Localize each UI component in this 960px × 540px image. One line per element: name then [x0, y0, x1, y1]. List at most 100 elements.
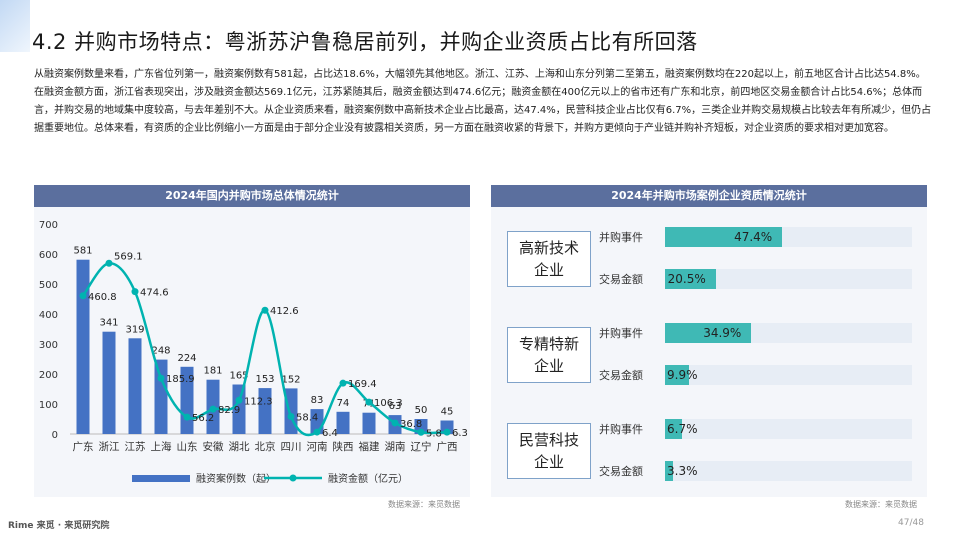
bar — [154, 359, 168, 434]
line-value-label: 474.6 — [140, 288, 169, 299]
line-point — [105, 259, 113, 267]
x-tick-label: 广东 — [73, 440, 94, 453]
bar-fill — [665, 419, 682, 439]
x-tick-label: 辽宁 — [411, 440, 432, 453]
bar-track — [665, 365, 912, 385]
bar-value-label: 47.4% — [734, 230, 773, 244]
line-point — [339, 379, 347, 387]
bar-value-label: 6.7% — [667, 422, 698, 436]
bar — [102, 331, 116, 434]
combo-chart: 0 100 200 300 400 500 600 700 581 广东 341 浙江 319 江苏 248… — [39, 220, 468, 485]
bar-fill — [665, 365, 690, 385]
x-tick-label: 安徽 — [203, 440, 224, 453]
y-tick-label: 100 — [39, 400, 58, 411]
y-tick-label: 600 — [39, 250, 58, 261]
left-panel-title: 2024年国内并购市场总体情况统计 — [34, 185, 470, 207]
line-value-label: 82.9 — [218, 405, 240, 416]
bar-value-label: 3.3% — [667, 464, 698, 478]
row-label: 并购事件 — [599, 327, 643, 340]
bar-fill — [665, 461, 674, 481]
line-value-label: 6.3 — [452, 428, 468, 439]
legend-bar-swatch — [132, 475, 190, 482]
line-point — [417, 428, 425, 436]
y-tick-label: 700 — [39, 220, 58, 231]
bar-value-label: 34.9% — [703, 326, 742, 340]
right-source: 数据来源：来觅数据 — [845, 500, 917, 509]
left-source: 数据来源：来觅数据 — [388, 500, 460, 509]
bar-value-label: 248 — [151, 346, 170, 357]
footer-brand: Rime 来觅 · 来觅研究院 — [8, 521, 110, 531]
bar — [232, 384, 246, 434]
line-point — [157, 374, 165, 382]
bar-value-label: 341 — [99, 318, 118, 329]
line-value-label: 56.2 — [192, 413, 214, 424]
bar-value-label: 165 — [229, 371, 248, 382]
bar-value-label: 581 — [73, 246, 92, 257]
row-label: 并购事件 — [599, 423, 643, 436]
x-tick-label: 山东 — [177, 440, 198, 453]
bar — [362, 412, 376, 434]
line-value-label: 5.8 — [426, 428, 442, 439]
row-label: 并购事件 — [599, 231, 643, 244]
page-title: 4.2 并购市场特点：粤浙苏沪鲁稳居前列，并购企业资质占比有所回落 — [32, 30, 698, 54]
bar-value-label: 153 — [255, 374, 274, 385]
bar-track — [665, 461, 912, 481]
bar — [440, 420, 454, 434]
x-tick-label: 四川 — [281, 441, 302, 453]
line-value-label: 569.1 — [114, 251, 143, 262]
y-tick-label: 200 — [39, 370, 58, 381]
line-point — [443, 428, 451, 436]
bar-value-label: 83 — [311, 395, 324, 406]
corner-decoration — [0, 0, 30, 52]
bar-fill — [665, 227, 783, 247]
line-value-label: 58.4 — [296, 412, 318, 423]
bar-value-label: 152 — [281, 374, 300, 385]
bar-value-label: 9.9% — [667, 368, 698, 382]
bar — [414, 419, 428, 434]
line-value-label: 169.4 — [348, 379, 377, 390]
legend-bar-label: 融资案例数（起） — [196, 472, 276, 485]
line-value-label: 36.8 — [400, 419, 422, 430]
line-point — [365, 398, 373, 406]
y-tick-label: 0 — [52, 430, 58, 441]
bar — [258, 388, 272, 434]
bar-value-label: 319 — [125, 324, 144, 335]
x-tick-label: 广西 — [437, 441, 458, 453]
bar-fill — [665, 269, 716, 289]
bar-value-label: 224 — [177, 353, 196, 364]
bar-value-label: 45 — [441, 407, 454, 418]
legend-line-label: 融资金额（亿元） — [328, 472, 408, 485]
page-number: 47/48 — [898, 518, 924, 528]
x-tick-label: 陕西 — [333, 440, 354, 453]
bar-value-label: 50 — [415, 405, 428, 416]
line-point — [391, 419, 399, 427]
row-label: 交易金额 — [599, 465, 643, 478]
x-tick-label: 江苏 — [125, 440, 146, 453]
line-point — [261, 306, 269, 314]
x-tick-label: 湖南 — [385, 440, 406, 453]
line-point — [79, 292, 87, 300]
right-panel-title: 2024年并购市场案例企业资质情况统计 — [491, 185, 927, 207]
row-label: 交易金额 — [599, 369, 643, 382]
line-value-label: 6.4 — [322, 428, 338, 439]
bar-fill — [665, 323, 752, 343]
line-point — [183, 413, 191, 421]
category-label: 民营科技企业 — [507, 423, 591, 479]
x-tick-label: 河南 — [307, 440, 328, 453]
category-label: 高新技术企业 — [507, 231, 591, 287]
line-value-label: 106.3 — [374, 398, 403, 409]
line-value-label: 112.3 — [244, 396, 273, 407]
x-tick-label: 上海 — [151, 440, 172, 453]
bar — [76, 259, 90, 434]
line-point — [313, 428, 321, 436]
y-tick-label: 300 — [39, 340, 58, 351]
bar-value-label: 20.5% — [667, 272, 706, 286]
line-point — [131, 288, 139, 296]
row-label: 交易金额 — [599, 273, 643, 286]
summary-paragraph: 从融资案例数量来看，广东省位列第一，融资案例数有581起，占比达18.6%，大幅… — [34, 69, 932, 134]
x-tick-label: 湖北 — [229, 441, 250, 453]
line-value-label: 185.9 — [166, 374, 195, 385]
bar-track — [665, 269, 912, 289]
line-point — [287, 412, 295, 420]
category-label: 专精特新企业 — [507, 327, 591, 383]
